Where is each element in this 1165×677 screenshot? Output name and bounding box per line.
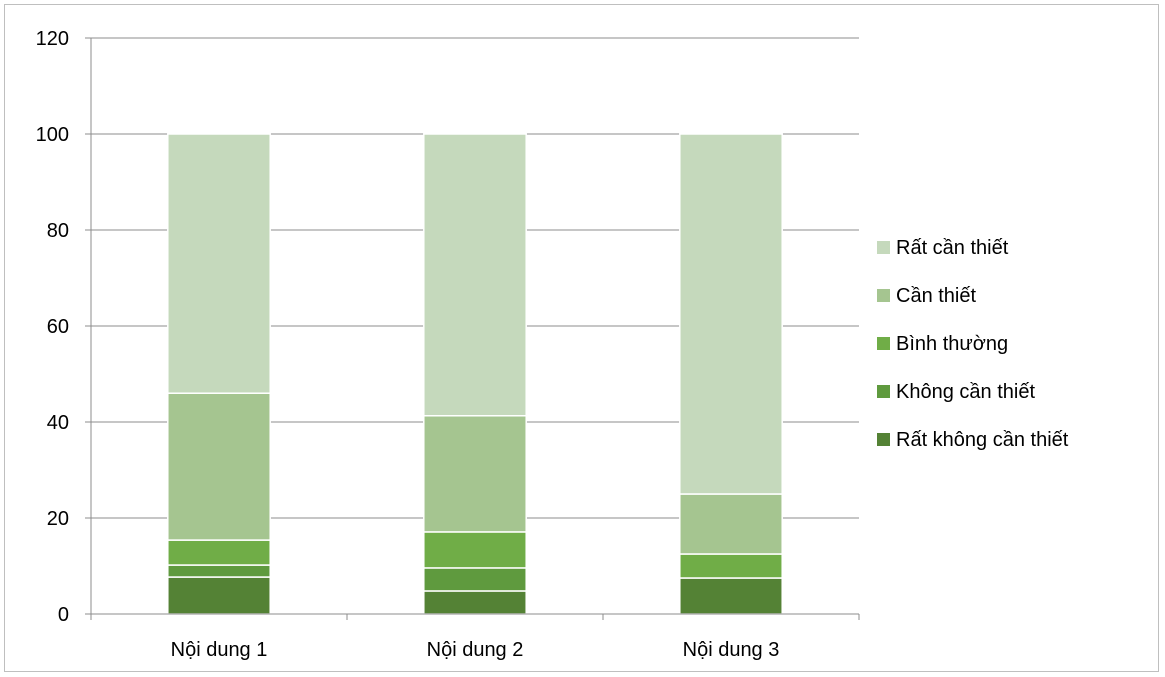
y-axis-ticks: 0 20 40 60 80 100 120: [36, 28, 69, 626]
legend-swatch-3: [877, 337, 890, 350]
y-tick-label: 40: [47, 412, 69, 434]
bar-segment-3-1: [679, 577, 783, 615]
legend-label: Rất không cần thiết: [896, 429, 1069, 451]
x-axis-ticks: Nội dung 1 Nội dung 2 Nội dung 3: [171, 639, 780, 661]
legend-swatch-5: [877, 241, 890, 254]
x-tick-label: Nội dung 1: [171, 639, 268, 661]
bar-segment-2-1: [423, 590, 527, 615]
bars: [167, 133, 783, 615]
bar-segment-2-2: [423, 567, 527, 592]
bar-segment-3-4: [679, 493, 783, 555]
bar-segment-3-3: [679, 553, 783, 579]
bar-segment-2-3: [423, 531, 527, 569]
y-tick-label: 0: [58, 604, 69, 626]
bar-segment-1-2: [167, 564, 271, 578]
bar-segment-1-1: [167, 576, 271, 615]
bar-segment-1-5: [167, 133, 271, 394]
legend-swatch-1: [877, 433, 890, 446]
x-tick-label: Nội dung 2: [427, 639, 524, 661]
axes: [85, 37, 860, 620]
y-tick-label: 100: [36, 124, 69, 146]
legend-label: Không cần thiết: [896, 381, 1035, 403]
bar-segment-1-4: [167, 392, 271, 541]
y-tick-label: 80: [47, 220, 69, 242]
bar-segment-2-4: [423, 415, 527, 533]
bar-segment-1-3: [167, 539, 271, 566]
x-tick-label: Nội dung 3: [683, 639, 780, 661]
legend-label: Bình thường: [896, 333, 1008, 355]
legend: Rất cần thiết Cần thiết Bình thường Không c…: [877, 237, 1069, 451]
legend-swatch-4: [877, 289, 890, 302]
y-tick-label: 120: [36, 28, 69, 50]
legend-label: Cần thiết: [896, 285, 976, 307]
chart-frame: [4, 4, 1159, 672]
y-tick-label: 60: [47, 316, 69, 338]
legend-label: Rất cần thiết: [896, 237, 1009, 259]
bar-segment-2-5: [423, 133, 527, 417]
y-tick-label: 20: [47, 508, 69, 530]
legend-swatch-2: [877, 385, 890, 398]
bar-segment-3-5: [679, 133, 783, 495]
